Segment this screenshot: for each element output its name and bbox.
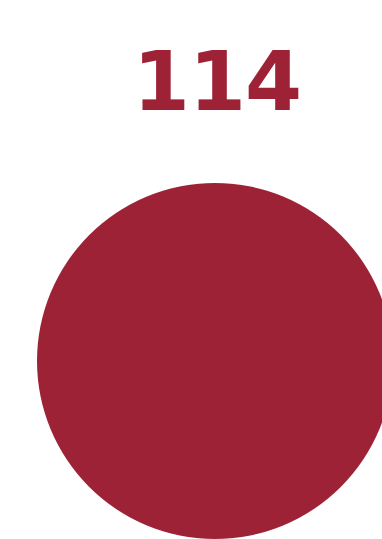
count-value: 114 xyxy=(132,35,302,130)
circle-mark xyxy=(37,183,382,539)
